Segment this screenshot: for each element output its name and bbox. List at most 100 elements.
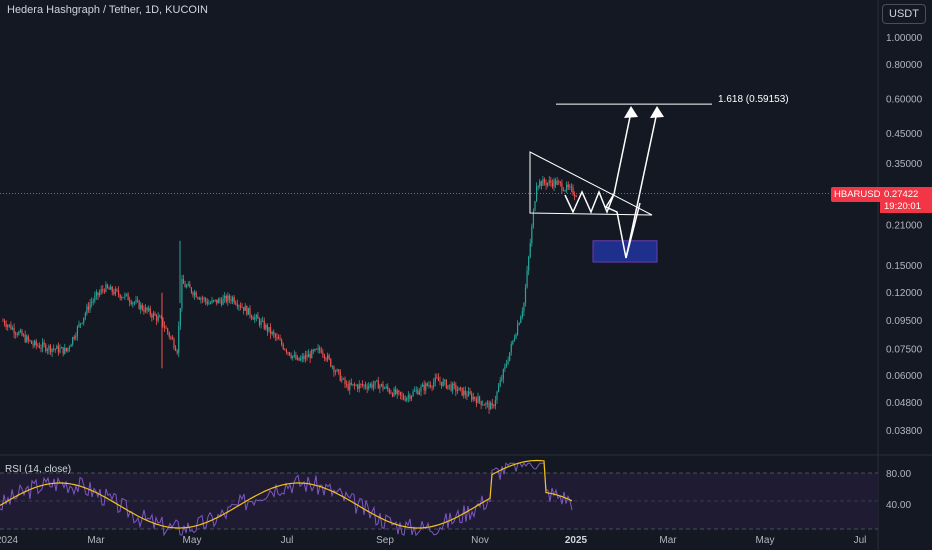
- candle-body: [315, 348, 318, 350]
- candle-body: [162, 317, 164, 326]
- candle-body: [254, 317, 256, 320]
- candle-body: [572, 187, 574, 195]
- last-price: 0.27422: [884, 189, 919, 200]
- candle-body: [458, 387, 460, 391]
- projection-path: [564, 189, 641, 259]
- candle-body: [548, 180, 550, 183]
- candle-body: [353, 384, 356, 386]
- candle-body: [124, 294, 126, 298]
- x-tick-label: Mar: [659, 535, 677, 546]
- candle-body: [73, 337, 75, 339]
- candle-body: [257, 315, 259, 319]
- candle-body: [35, 341, 37, 346]
- candle-body: [117, 290, 120, 295]
- candle-body: [369, 383, 371, 386]
- candle-body: [216, 299, 218, 304]
- x-tick-label: 2025: [565, 535, 588, 546]
- candle-body: [141, 304, 143, 310]
- candle-body: [379, 385, 381, 389]
- rsi-tick-label: 40.00: [886, 500, 911, 511]
- candle-body: [53, 348, 55, 350]
- candle-body: [241, 307, 243, 308]
- candle-body: [182, 279, 185, 284]
- candle-body: [452, 383, 454, 391]
- candle-body: [97, 292, 99, 296]
- candle-body: [376, 380, 378, 382]
- candle-body: [18, 331, 20, 335]
- candle-body: [46, 349, 48, 352]
- candle-body: [507, 360, 509, 364]
- candle-body: [575, 196, 577, 197]
- candle-body: [472, 396, 474, 400]
- candle-body: [547, 182, 549, 186]
- candle-body: [51, 348, 53, 353]
- candle-body: [26, 336, 28, 342]
- candle-body: [135, 300, 137, 303]
- candle-body: [67, 347, 69, 351]
- candle-body: [165, 327, 167, 329]
- candle-body: [309, 353, 311, 359]
- candle-body: [198, 298, 200, 300]
- y-tick-label: 0.06000: [886, 371, 923, 382]
- candle-body: [307, 353, 310, 358]
- candle-body: [24, 334, 26, 342]
- currency-button[interactable]: USDT: [882, 4, 926, 24]
- candle-body: [396, 390, 398, 394]
- candle-body: [539, 181, 541, 187]
- candle-body: [110, 286, 112, 290]
- candle-body: [423, 384, 425, 391]
- candle-body: [567, 184, 569, 188]
- candle-body: [551, 182, 554, 187]
- candle-body: [173, 339, 175, 348]
- candle-body: [516, 324, 519, 335]
- candle-body: [545, 182, 547, 186]
- candle-body: [41, 342, 44, 349]
- candle-body: [464, 390, 466, 395]
- candle-body: [303, 356, 305, 360]
- candle-body: [111, 286, 113, 293]
- candle-body: [521, 311, 523, 317]
- candle-body: [38, 345, 41, 349]
- candle-body: [125, 293, 128, 295]
- candle-body: [228, 295, 231, 300]
- candle-body: [444, 380, 446, 381]
- candle-body: [212, 300, 215, 302]
- candle-body: [108, 287, 110, 290]
- candle-body: [554, 180, 557, 185]
- candle-body: [168, 332, 170, 337]
- candle-body: [505, 363, 508, 366]
- candle-body: [48, 345, 50, 350]
- candle-body: [206, 301, 208, 305]
- candle-body: [428, 385, 430, 386]
- candle-body: [486, 402, 489, 404]
- candle-body: [72, 337, 74, 345]
- candle-body: [157, 316, 159, 321]
- candle-body: [130, 302, 132, 305]
- candle-body: [342, 378, 345, 380]
- candle-body: [87, 306, 90, 310]
- candle-body: [518, 322, 520, 325]
- candle-body: [91, 301, 93, 304]
- candle-body: [415, 390, 417, 391]
- candle-body: [277, 337, 280, 340]
- candle-body: [502, 369, 504, 379]
- candle-body: [388, 389, 390, 393]
- candle-body: [363, 384, 365, 386]
- x-tick-label: 2024: [0, 535, 19, 546]
- candle-body: [271, 331, 273, 335]
- candle-body: [529, 243, 531, 257]
- candle-body: [445, 380, 447, 389]
- candle-body: [459, 387, 462, 389]
- candle-body: [490, 403, 492, 410]
- candle-body: [179, 308, 181, 326]
- y-tick-label: 0.21000: [886, 221, 923, 232]
- x-tick-label: May: [183, 535, 202, 546]
- candle-body: [285, 349, 288, 353]
- candle-body: [391, 393, 394, 397]
- candle-body: [326, 355, 329, 360]
- candle-body: [263, 320, 265, 329]
- candle-body: [100, 289, 102, 293]
- candle-body: [383, 387, 386, 389]
